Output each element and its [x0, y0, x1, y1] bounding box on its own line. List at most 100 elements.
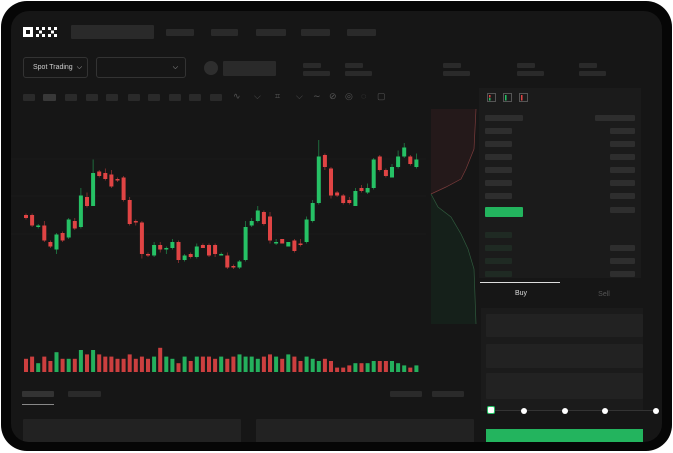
chart-tool-icon[interactable]: ⌵ — [296, 91, 303, 101]
candle — [408, 156, 413, 164]
candle — [78, 195, 83, 227]
timeframe-button[interactable] — [23, 94, 35, 101]
volume-bar — [359, 363, 364, 372]
buy-button[interactable] — [486, 429, 643, 442]
nav-item[interactable] — [256, 29, 286, 36]
ask-amount — [610, 180, 635, 186]
candle — [414, 159, 419, 167]
candle — [139, 222, 144, 254]
chart-tool-icon[interactable]: ◌ — [361, 91, 367, 101]
candle — [298, 243, 303, 245]
order-book-view-icons[interactable] — [487, 93, 532, 103]
volume-bar — [353, 363, 358, 372]
volume-bar — [390, 361, 394, 372]
candle — [60, 233, 65, 241]
nav-item[interactable] — [347, 29, 376, 36]
volume-bar — [97, 354, 102, 372]
candlestick-chart[interactable] — [11, 106, 481, 376]
stat-value — [443, 71, 470, 76]
chart-tool-icon[interactable]: ⌵ — [254, 91, 261, 101]
ask-price — [485, 193, 512, 199]
candle — [97, 171, 102, 176]
volume-bar — [200, 356, 205, 372]
candle — [170, 242, 175, 248]
active-tab-underline — [22, 404, 54, 405]
nav-item[interactable] — [211, 29, 238, 36]
candle — [36, 225, 41, 227]
tab-open-orders[interactable] — [22, 391, 54, 397]
ask-amount — [610, 128, 635, 134]
volume-bar — [158, 347, 163, 372]
chart-tool-icon[interactable]: ⊘ — [329, 91, 337, 101]
volume-bar — [304, 356, 309, 372]
candle — [133, 221, 138, 223]
volume-bar — [60, 358, 65, 372]
timeframe-button[interactable] — [106, 94, 118, 101]
candle — [402, 147, 407, 157]
percent-slider[interactable] — [487, 406, 659, 414]
tab-order-history[interactable] — [68, 391, 101, 397]
search-bar[interactable] — [71, 25, 154, 39]
chart-tool-icon[interactable]: ▢ — [377, 91, 386, 101]
volume-bar — [194, 356, 199, 372]
volume-bar — [286, 354, 291, 372]
candle — [286, 242, 291, 247]
volume-bar — [133, 358, 138, 372]
candle — [341, 195, 346, 203]
candle — [335, 192, 340, 196]
nav-item[interactable] — [301, 29, 330, 36]
volume-bar — [66, 358, 71, 372]
volume-bar — [219, 356, 224, 372]
candle — [359, 188, 364, 191]
timeframe-button[interactable] — [148, 94, 160, 101]
candle — [158, 245, 163, 250]
candle — [109, 174, 114, 187]
filter-button[interactable] — [390, 391, 422, 397]
bid-amount — [610, 271, 635, 277]
candle — [72, 221, 77, 229]
candle — [371, 159, 376, 188]
chart-tool-icon[interactable]: ∿ — [233, 91, 241, 101]
candle — [213, 245, 218, 254]
timeframe-button[interactable] — [169, 94, 181, 101]
timeframe-button[interactable] — [189, 94, 201, 101]
stat-value — [345, 71, 372, 76]
candle — [261, 212, 266, 224]
volume-bar — [103, 356, 108, 372]
price-input[interactable] — [486, 314, 643, 337]
ask-price — [485, 128, 512, 134]
timeframe-button[interactable] — [43, 94, 56, 101]
amount-input[interactable] — [486, 344, 643, 368]
total-input[interactable] — [486, 373, 643, 399]
slider-mark-50[interactable] — [562, 408, 568, 414]
candle — [146, 254, 150, 256]
chart-tool-icon[interactable]: ∼ — [313, 91, 321, 101]
chart-tool-icon[interactable]: ◎ — [345, 91, 353, 101]
slider-mark-100[interactable] — [653, 408, 659, 414]
candle — [219, 254, 224, 256]
nav-item[interactable] — [166, 29, 194, 36]
timeframe-button[interactable] — [128, 94, 140, 101]
candle — [24, 215, 28, 218]
bid-price — [485, 271, 512, 277]
chart-tool-icon[interactable]: ⌗ — [275, 91, 281, 101]
bid-price — [485, 245, 512, 251]
timeframe-button[interactable] — [65, 94, 77, 101]
timeframe-button[interactable] — [86, 94, 98, 101]
volume-bar — [408, 367, 413, 372]
candle — [127, 200, 132, 224]
volume-bar — [243, 356, 248, 372]
market-select[interactable]: Spot Trading ⌵ — [23, 57, 88, 78]
volume-bar — [231, 356, 236, 372]
slider-handle[interactable] — [487, 406, 495, 414]
filter-button[interactable] — [432, 391, 464, 397]
pair-select[interactable]: ⌵ — [96, 57, 186, 78]
slider-mark-25[interactable] — [521, 408, 527, 414]
candle — [365, 188, 370, 193]
volume-bar — [402, 365, 407, 372]
tab-buy[interactable]: Buy — [514, 290, 528, 297]
chevron-down-icon: ⌵ — [76, 63, 83, 71]
slider-mark-75[interactable] — [602, 408, 608, 414]
timeframe-button[interactable] — [210, 94, 222, 101]
tab-sell[interactable]: Sell — [598, 291, 610, 298]
